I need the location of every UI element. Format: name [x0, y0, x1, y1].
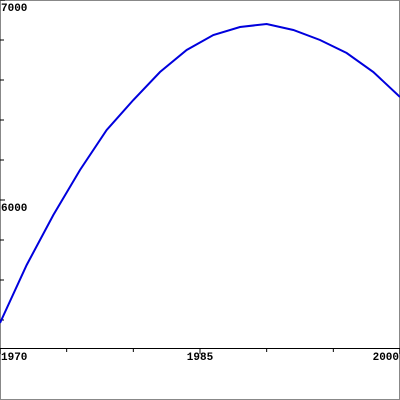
y-tick-label: 7000 [1, 3, 27, 15]
line [0, 22, 400, 324]
x-tick-label: 1970 [1, 352, 27, 364]
y-tick-label: 6000 [1, 203, 27, 215]
x-tick-label: 1985 [187, 352, 214, 364]
x-tick-label: 2000 [373, 352, 399, 364]
